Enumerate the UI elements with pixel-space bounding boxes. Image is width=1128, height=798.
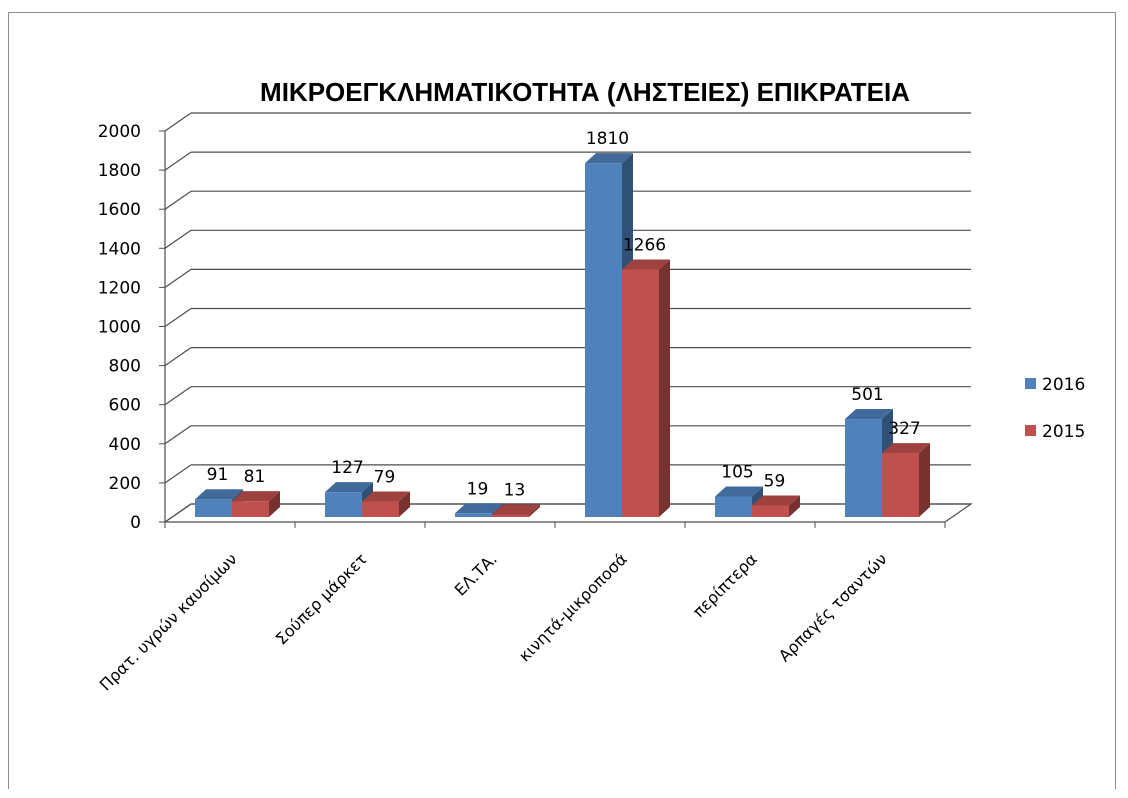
bar-side-2015 — [399, 491, 410, 517]
bar-side-2015 — [789, 495, 800, 517]
bars — [195, 153, 930, 517]
category-labels: Πρατ. υγρών καυσίμων Σούπερ μάρκετ ΕΛ.ΤΑ. κ… — [96, 549, 891, 694]
legend-label-2016: 2016 — [1042, 375, 1085, 395]
bar-2015 — [362, 501, 399, 517]
bar-2015 — [752, 505, 789, 517]
bar-top-2016 — [715, 486, 763, 497]
gridline-side — [164, 229, 192, 249]
bar-side-2015 — [919, 443, 930, 517]
legend: 2016 2015 — [1025, 375, 1085, 442]
y-tick-label: 1800 — [98, 161, 141, 181]
data-label-2016: 19 — [467, 479, 489, 499]
bar-2015 — [492, 514, 529, 517]
bar-2016 — [455, 513, 492, 517]
data-label-2015: 1266 — [623, 235, 666, 255]
y-tick-label: 800 — [109, 357, 141, 377]
category-label: Πρατ. υγρών καυσίμων — [96, 549, 241, 694]
bar-2016 — [845, 419, 882, 517]
data-label-2016: 105 — [721, 462, 753, 482]
y-tick-label: 1200 — [98, 278, 141, 298]
chart-frame — [8, 12, 1116, 789]
gridline-side — [164, 112, 192, 132]
bar-2016 — [325, 492, 362, 517]
bar-top-2016 — [325, 482, 373, 493]
bar-side-2015 — [529, 504, 540, 517]
category-label: περίπτερα — [689, 549, 761, 621]
bar-top-2015 — [752, 495, 800, 506]
data-label-2016: 127 — [331, 458, 363, 478]
bar-2015 — [882, 453, 919, 517]
gridlines — [164, 112, 971, 523]
category-label: Αρπαγές τσαντών — [775, 549, 891, 665]
legend-swatch-2015 — [1025, 425, 1036, 436]
gridline-side — [164, 190, 192, 210]
bar-side-2015 — [659, 259, 670, 517]
bar-top-2016 — [455, 503, 503, 514]
bar-2015 — [622, 269, 659, 517]
legend-swatch-2016 — [1025, 378, 1036, 389]
data-label-2016: 1810 — [586, 129, 629, 149]
y-tick-label: 600 — [109, 396, 141, 416]
bar-2016 — [195, 499, 232, 517]
gridline-side — [164, 308, 192, 327]
y-tick-label: 0 — [130, 513, 141, 533]
bar-top-2015 — [882, 443, 930, 454]
bar-top-2015 — [362, 491, 410, 502]
gridline-side — [164, 386, 192, 406]
chart-title: ΜΙΚΡΟΕΓΚΛΗΜΑΤΙΚΟΤΗΤΑ (ΛΗΣΤΕΙΕΣ) ΕΠΙΚΡΑΤΕ… — [260, 77, 910, 107]
bar-top-2016 — [845, 409, 893, 420]
bar-top-2016 — [195, 489, 243, 500]
category-label: κινητά-μικροποσά — [515, 549, 631, 665]
y-tick-label: 1600 — [98, 200, 141, 220]
data-label-2015: 81 — [244, 467, 266, 487]
gridline-side — [164, 347, 192, 367]
bar-top-2015 — [232, 491, 280, 502]
data-label-2016: 91 — [207, 465, 229, 485]
gridline-side — [164, 464, 192, 484]
bar-2016 — [585, 163, 622, 517]
y-tick-label: 200 — [109, 474, 141, 494]
y-tick-label: 2000 — [98, 122, 141, 142]
data-label-2015: 59 — [764, 471, 786, 491]
y-tick-label: 1400 — [98, 239, 141, 259]
bar-top-2015 — [622, 259, 670, 270]
y-tick-label: 1000 — [98, 318, 141, 338]
data-label-2016: 501 — [851, 385, 883, 405]
gridline-side — [164, 425, 192, 445]
y-axis: 0 200 400 600 800 1000 1200 1400 1600 1800 2000 — [98, 122, 166, 533]
category-label: ΕΛ.ΤΑ. — [451, 549, 501, 599]
data-label-2015: 79 — [374, 468, 396, 488]
gridline-side — [164, 503, 192, 523]
bar-top-2016 — [585, 153, 633, 164]
data-label-2015: 327 — [888, 419, 920, 439]
gridline-side — [164, 151, 192, 171]
gridline-side — [164, 268, 192, 288]
category-label: Σούπερ μάρκετ — [272, 549, 371, 648]
y-tick-label: 400 — [109, 435, 141, 455]
x-axis — [164, 522, 946, 528]
bar-2016 — [715, 496, 752, 517]
bar-top-2015 — [492, 504, 540, 515]
data-label-2015: 13 — [504, 480, 526, 500]
legend-label-2015: 2015 — [1042, 422, 1085, 442]
bar-2015 — [232, 501, 269, 517]
bar-side-2015 — [269, 491, 280, 517]
